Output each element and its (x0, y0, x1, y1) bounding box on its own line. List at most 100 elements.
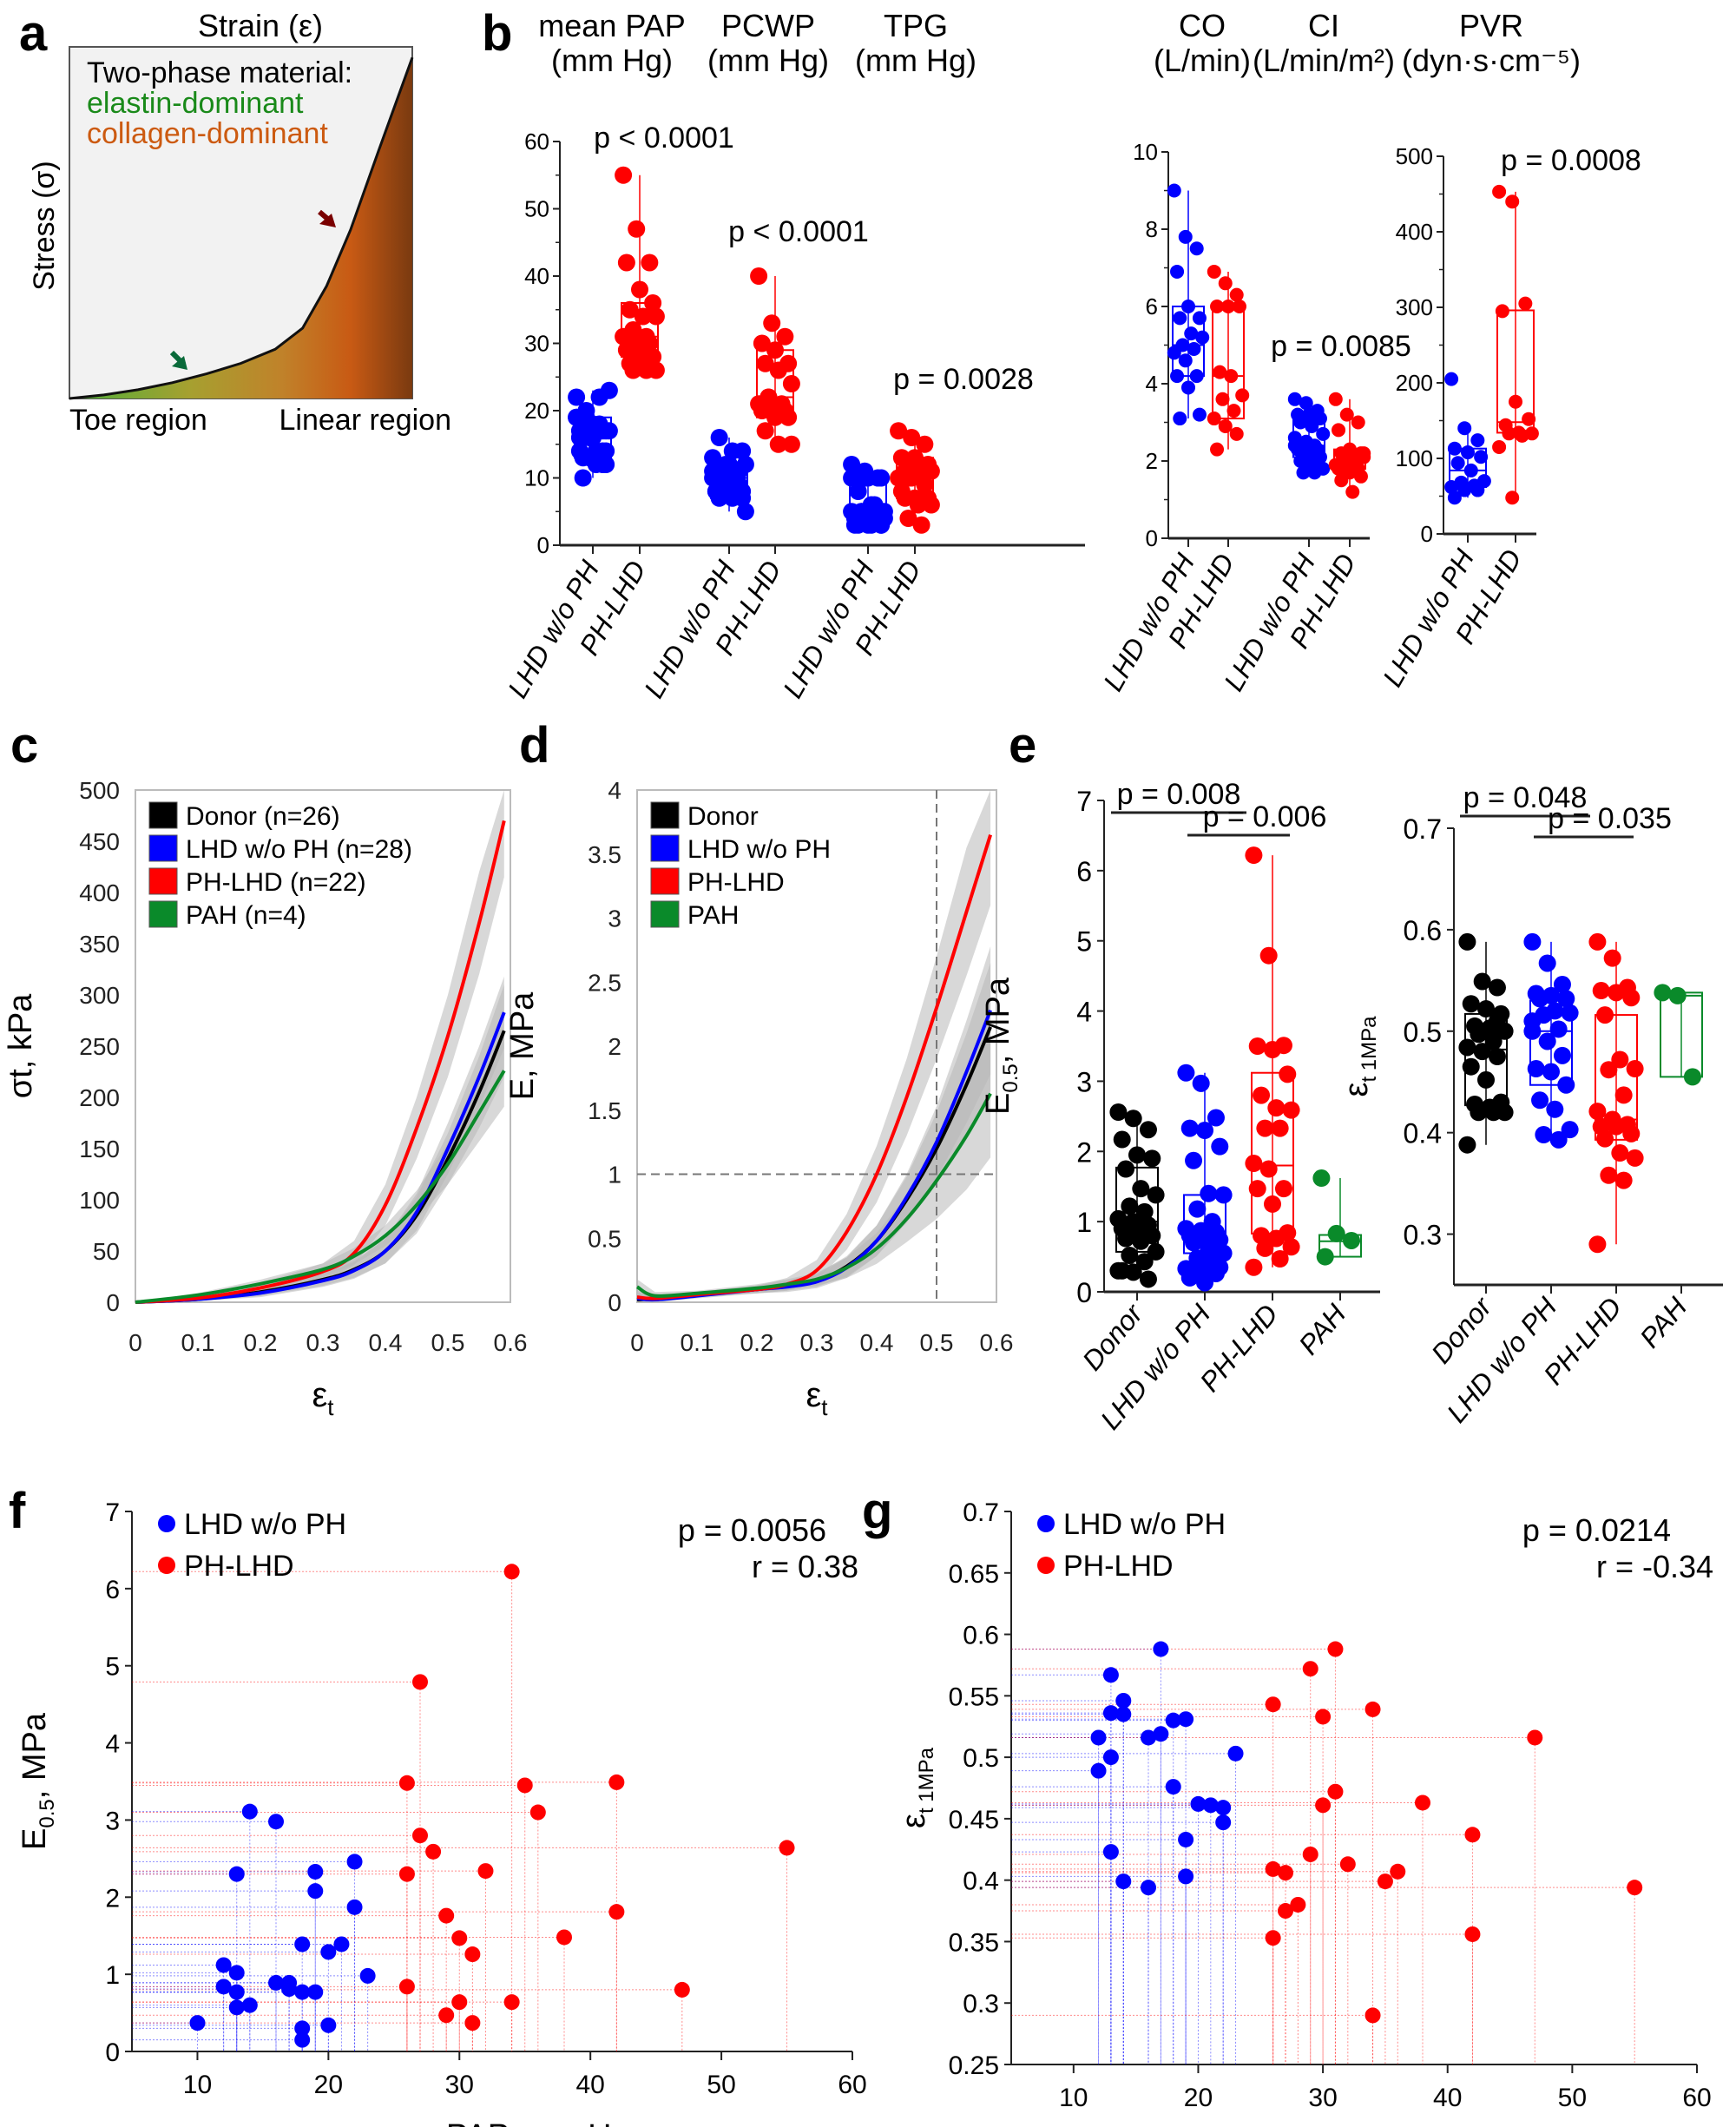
data-point (1588, 1235, 1607, 1254)
data-point (1549, 1020, 1568, 1038)
data-point (1505, 491, 1520, 505)
data-point (1227, 1745, 1244, 1762)
data-point (1102, 1749, 1119, 1766)
series-line-lhd-w-o-ph (135, 1011, 506, 1304)
x-tick-label: 0 (630, 1329, 644, 1356)
data-point (1531, 990, 1549, 1008)
data-point (1627, 1880, 1643, 1896)
y-tick-label: 0.5 (963, 1744, 999, 1773)
data-point (720, 469, 738, 487)
data-point (766, 408, 784, 426)
data-point (1278, 1865, 1293, 1881)
data-point (1477, 1000, 1495, 1018)
data-point (1185, 1234, 1203, 1252)
y-tick-label: 0.3 (1404, 1220, 1442, 1251)
y-axis-label: E, MPa (504, 991, 541, 1100)
data-point (707, 483, 725, 500)
data-point (477, 1863, 494, 1880)
data-point (1546, 1100, 1564, 1118)
data-point (1102, 1667, 1119, 1683)
panel-letter-c: c (10, 717, 38, 774)
panel-letter-b: b (482, 5, 512, 62)
data-point (1287, 431, 1302, 445)
data-point (1557, 990, 1575, 1008)
data-point (1447, 491, 1462, 505)
p-value-ci: p = 0.0085 (1271, 330, 1411, 363)
y-tick-label: 30 (524, 331, 549, 357)
data-point (1474, 450, 1489, 464)
y-tick-label: 3 (608, 905, 621, 932)
x-tick-label: 0.3 (800, 1329, 834, 1356)
y-axis-label: εt 1MPa (1338, 1016, 1381, 1097)
legend-swatch (148, 867, 178, 895)
data-point (1299, 434, 1313, 449)
data-point (1271, 1249, 1289, 1268)
data-point (503, 1564, 520, 1580)
data-point (896, 489, 914, 507)
data-point (1287, 392, 1302, 406)
data-point (1509, 394, 1522, 409)
series-line-pah (635, 1092, 992, 1298)
data-point (1299, 396, 1313, 411)
data-point (464, 1946, 481, 1963)
data-point (769, 361, 787, 379)
y-tick-label: 8 (1146, 216, 1158, 242)
legend-marker (158, 1515, 175, 1532)
data-point (1265, 1860, 1281, 1877)
data-point (425, 1843, 442, 1860)
series-line-ph-lhd (135, 820, 506, 1304)
panel-c: 0 50 100 150 200 250 300 350 400 450 500 0 0.1 0.2 0.3… (3, 777, 527, 1420)
header-pcwp-unit: (mm Hg) (707, 43, 829, 78)
legend-swatch (650, 834, 680, 862)
data-point (899, 510, 917, 527)
data-point (1178, 1868, 1194, 1885)
y-tick-label: 250 (79, 1033, 120, 1060)
data-point (1245, 1258, 1263, 1276)
data-point (1328, 392, 1343, 406)
data-point (1461, 445, 1475, 460)
panel-a-xlabel-toe: Toe region (69, 404, 207, 437)
data-point (1390, 1863, 1406, 1880)
data-point (1683, 1068, 1701, 1086)
data-point (1377, 1873, 1393, 1890)
data-point (704, 462, 722, 480)
data-point (1178, 1831, 1194, 1847)
data-point (584, 429, 602, 446)
data-point (228, 1984, 245, 2000)
x-tick-label: 20 (1184, 2084, 1213, 2112)
y-tick-label: 7 (105, 1498, 120, 1527)
legend-swatch (148, 801, 178, 829)
data-point (1492, 439, 1507, 454)
data-point (859, 510, 877, 527)
data-point (1207, 1109, 1225, 1127)
data-point (1135, 1202, 1154, 1221)
data-point (412, 1674, 428, 1690)
panel-a-phase2: collagen-dominant (87, 117, 328, 150)
x-tick-label: 0.2 (244, 1329, 278, 1356)
data-point (1121, 1197, 1139, 1215)
data-point (228, 1999, 245, 2016)
x-tick-label: 10 (1059, 2084, 1088, 2112)
legend-swatch (650, 801, 680, 829)
y-tick-label: 0.5 (588, 1225, 621, 1252)
data-point (717, 456, 735, 473)
header-ci: CI (1308, 8, 1339, 43)
x-tick-label: 60 (838, 2071, 866, 2099)
y-tick-label: 3 (105, 1807, 120, 1835)
y-tick-label: 2.5 (588, 969, 621, 996)
subplot-pcwp (704, 267, 800, 521)
data-point (845, 510, 864, 527)
data-point (1181, 380, 1195, 395)
data-point (438, 2007, 455, 2024)
data-point (1135, 1253, 1154, 1271)
data-point (1215, 1814, 1232, 1831)
data-point (1450, 456, 1465, 471)
legend-label: Donor (687, 802, 759, 831)
data-point (710, 429, 728, 446)
x-tick-label: 0.4 (860, 1329, 894, 1356)
legend-swatch (148, 834, 178, 862)
data-point (1229, 426, 1244, 441)
sd-band-pah (637, 1029, 991, 1300)
x-tick-label: 0 (128, 1329, 142, 1356)
data-point (1464, 1926, 1481, 1942)
